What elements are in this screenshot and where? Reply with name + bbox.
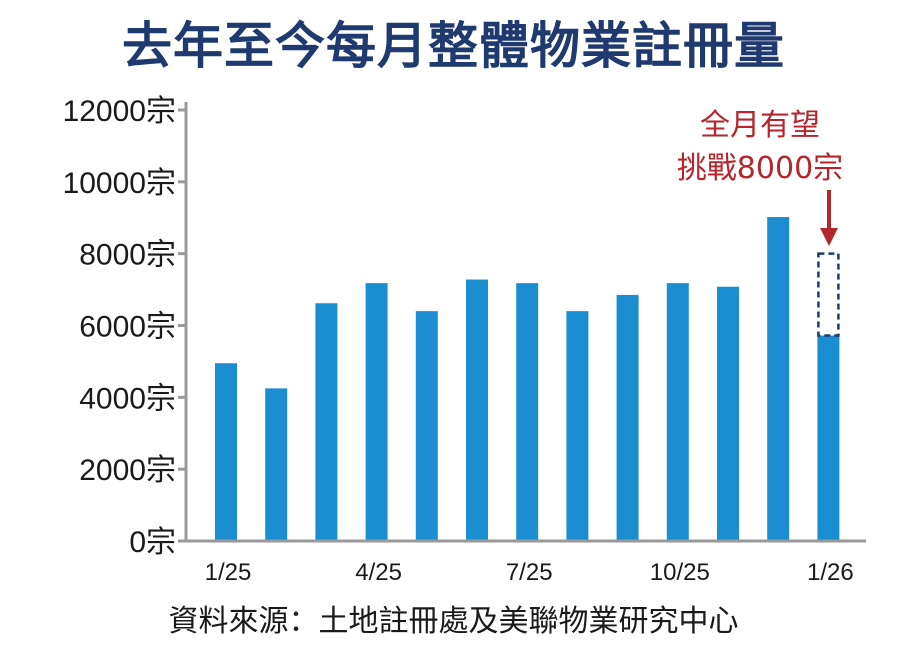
bar	[415, 311, 438, 541]
y-tick-label: 4000宗	[79, 382, 176, 415]
x-tick-label: 1/26	[807, 559, 854, 586]
annotation-line-1: 全月有望	[700, 108, 820, 143]
axes	[178, 102, 866, 543]
y-tick-label: 6000宗	[79, 311, 176, 344]
x-axis-ticks: 1/25 4/25 7/25 10/25 1/26	[205, 559, 854, 586]
bar	[717, 286, 739, 541]
x-tick-label: 4/25	[355, 559, 402, 586]
bar	[666, 283, 689, 541]
annotation-arrow-head	[820, 228, 838, 246]
projected-bar-outline	[817, 252, 840, 337]
bar	[265, 388, 288, 541]
bar	[616, 294, 639, 541]
bar	[767, 217, 790, 541]
bars	[215, 217, 840, 541]
y-tick-label: 0宗	[129, 526, 176, 559]
x-tick-label: 1/25	[205, 559, 252, 586]
y-tick-label: 12000宗	[63, 95, 176, 128]
bar	[466, 279, 488, 541]
y-tick-label: 10000宗	[63, 167, 176, 200]
y-tick-label: 2000宗	[79, 454, 176, 487]
bar	[315, 303, 338, 541]
source-note: 資料來源：土地註冊處及美聯物業研究中心	[168, 604, 739, 639]
bar	[516, 283, 539, 541]
bar	[365, 283, 388, 541]
bar	[817, 335, 840, 541]
y-tick-label: 8000宗	[79, 239, 176, 272]
x-tick-label: 10/25	[650, 559, 710, 586]
bar	[566, 311, 589, 541]
y-axis-ticks: 0宗 2000宗 4000宗 6000宗 8000宗 10000宗 12000宗	[63, 95, 186, 559]
bar	[215, 363, 237, 541]
annotation-line-2: 挑戰8000宗	[677, 151, 843, 186]
x-tick-label: 7/25	[506, 559, 553, 586]
chart-title: 去年至今每月整體物業註冊量	[122, 17, 785, 75]
